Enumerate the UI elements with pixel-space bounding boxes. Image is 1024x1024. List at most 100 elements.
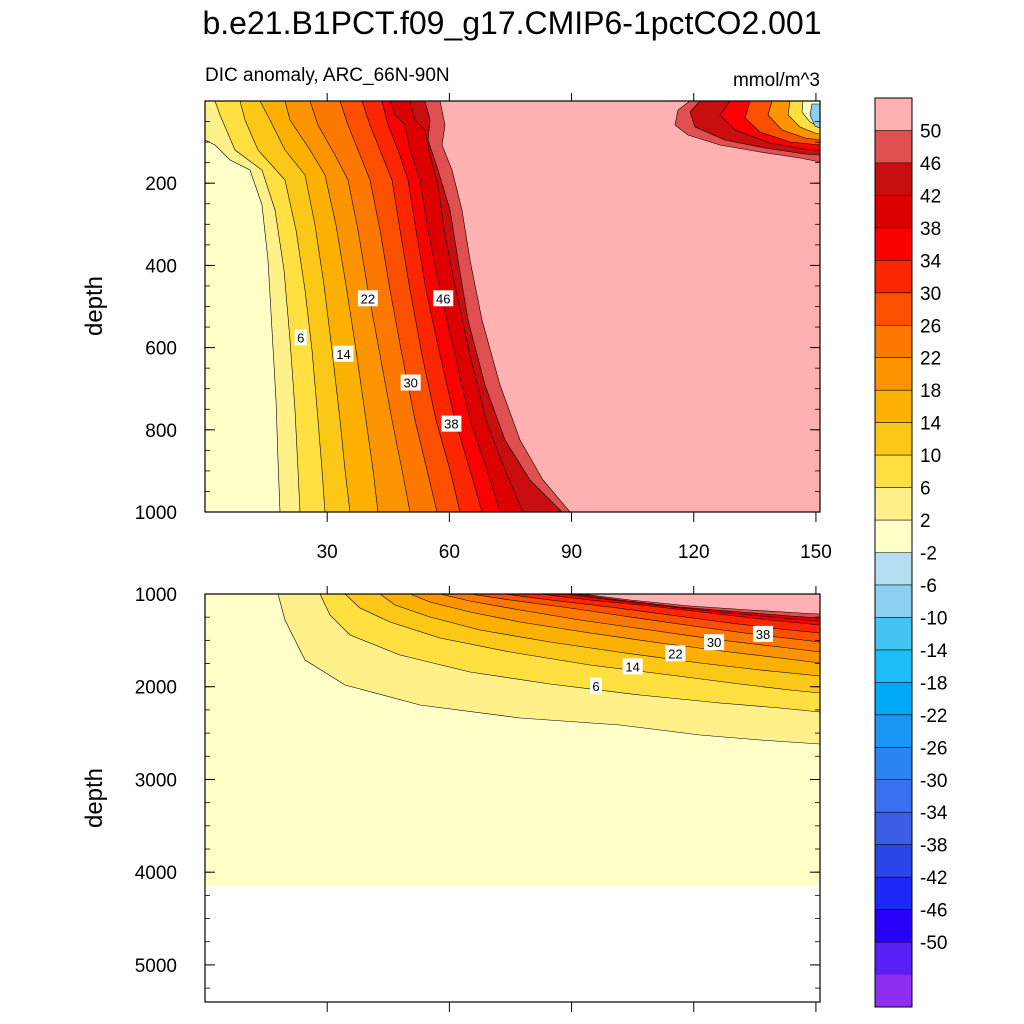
y-tick-label: 1000 (135, 503, 177, 524)
lower-panel: 1000 2000 3000 4000 5000 6 14 22 30 38 depth (81, 585, 821, 1012)
colorbar-swatch (875, 714, 912, 748)
contour-label-box (333, 345, 354, 362)
y-tick-label: 5000 (135, 956, 177, 977)
contour-label-box (357, 290, 378, 307)
contour-label-box (294, 329, 307, 346)
colorbar-label: 42 (920, 186, 941, 207)
upper-contour-fill (205, 101, 820, 512)
y-tick-label: 4000 (135, 863, 177, 884)
colorbar-label: 18 (920, 381, 941, 402)
upper-y-axis-label: depth (81, 276, 108, 336)
lower-plot-frame (204, 593, 821, 1003)
lower-contour-fill (205, 594, 820, 1002)
colorbar-swatch (875, 812, 912, 845)
contour-label-box (665, 645, 686, 662)
colorbar-label: 50 (920, 121, 941, 142)
colorbar-label: -42 (920, 868, 947, 889)
colorbar-label: 26 (920, 316, 941, 337)
colorbar-swatch (875, 260, 912, 294)
contour-label: 30 (403, 376, 417, 391)
colorbar-swatch (875, 487, 912, 521)
colorbar-label: -46 (920, 901, 947, 922)
contour-label-box (704, 634, 725, 651)
colorbar-label: 22 (920, 349, 941, 370)
y-tick-label: 3000 (135, 770, 177, 791)
colorbar-label: -10 (920, 608, 947, 629)
colorbar-label: -50 (920, 933, 947, 954)
contour-label: 38 (756, 627, 770, 642)
colorbar-swatch (875, 617, 912, 651)
contour-label: 46 (436, 291, 450, 306)
colorbar-swatch (875, 130, 912, 164)
colorbar-swatch (875, 520, 912, 553)
colorbar-swatch (875, 390, 912, 423)
colorbar-label: 46 (920, 154, 941, 175)
colorbar-swatch (875, 227, 912, 261)
contour-label-box (752, 625, 773, 642)
y-tick-label: 200 (145, 174, 177, 195)
contour-label-box (400, 374, 421, 391)
colorbar-label: 10 (920, 446, 941, 467)
colorbar-label: 34 (920, 251, 942, 272)
colorbar-label: -2 (920, 544, 937, 565)
colorbar-swatch (875, 162, 912, 196)
y-tick-label: 600 (145, 339, 177, 360)
colorbar: 50 46 42 38 34 30 26 22 18 14 10 6 2 -2 -6 -10 -14 -18 -22… (874, 97, 948, 1008)
x-tick-label: 120 (678, 542, 710, 563)
contour-blob-neg (809, 103, 820, 129)
colorbar-swatch (875, 844, 912, 878)
colorbar-swatch (875, 325, 912, 359)
colorbar-label: -22 (920, 706, 947, 727)
colorbar-swatch (875, 877, 912, 910)
colorbar-label: -34 (920, 803, 948, 824)
chart-subtitle: DIC anomaly, ARC_66N-90N (205, 65, 450, 86)
contour-label: 6 (297, 330, 304, 345)
colorbar-swatch (875, 974, 912, 1008)
contour-label-box (433, 290, 454, 307)
colorbar-label: 30 (920, 284, 941, 305)
lower-y-axis-label: depth (81, 768, 108, 828)
colorbar-label: 38 (920, 219, 941, 240)
contour-label-box (622, 658, 643, 675)
colorbar-swatch (875, 455, 912, 488)
contour-label: 14 (336, 347, 350, 362)
colorbar-label: -38 (920, 836, 947, 857)
colorbar-label: 6 (920, 479, 931, 500)
upper-axis-ticks: 200 400 600 800 1000 30 60 90 120 150 (135, 93, 832, 563)
upper-panel: 200 400 600 800 1000 30 60 90 120 150 6 14 22 30 38 46… (81, 93, 832, 563)
colorbar-swatch (875, 292, 912, 326)
x-tick-label: 90 (561, 542, 582, 563)
colorbar-label: -18 (920, 673, 947, 694)
colorbar-swatch (875, 584, 912, 618)
colorbar-swatch (875, 779, 912, 813)
colorbar-label: 2 (920, 511, 931, 532)
colorbar-swatch (875, 909, 912, 943)
colorbar-swatch (875, 422, 912, 456)
colorbar-swatch (875, 195, 912, 229)
colorbar-label: -14 (920, 641, 948, 662)
colorbar-label: 14 (920, 414, 942, 435)
contour-label: 22 (668, 646, 682, 661)
colorbar-swatch (875, 649, 912, 683)
y-tick-label: 800 (145, 421, 177, 442)
colorbar-swatch (875, 942, 912, 975)
y-tick-label: 2000 (135, 678, 177, 699)
colorbar-label: -6 (920, 576, 937, 597)
chart-title: b.e21.B1PCT.f09_g17.CMIP6-1pctCO2.001 (202, 5, 821, 41)
x-tick-label: 60 (439, 542, 460, 563)
contour-label-box (589, 677, 602, 694)
colorbar-swatch (875, 357, 912, 391)
contour-label: 38 (444, 417, 458, 432)
contour-band-lower-50 (581, 594, 820, 615)
x-tick-label: 150 (800, 542, 832, 563)
colorbar-swatch (875, 682, 912, 716)
colorbar-label: -30 (920, 771, 947, 792)
lower-contour-labels: 6 14 22 30 38 (589, 625, 773, 694)
colorbar-swatch (875, 552, 912, 586)
units-label: mmol/m^3 (733, 70, 820, 91)
lower-axis-ticks: 1000 2000 3000 4000 5000 (135, 585, 820, 1012)
contour-label: 14 (625, 659, 639, 674)
contour-label: 30 (707, 635, 721, 650)
x-tick-label: 30 (317, 542, 338, 563)
